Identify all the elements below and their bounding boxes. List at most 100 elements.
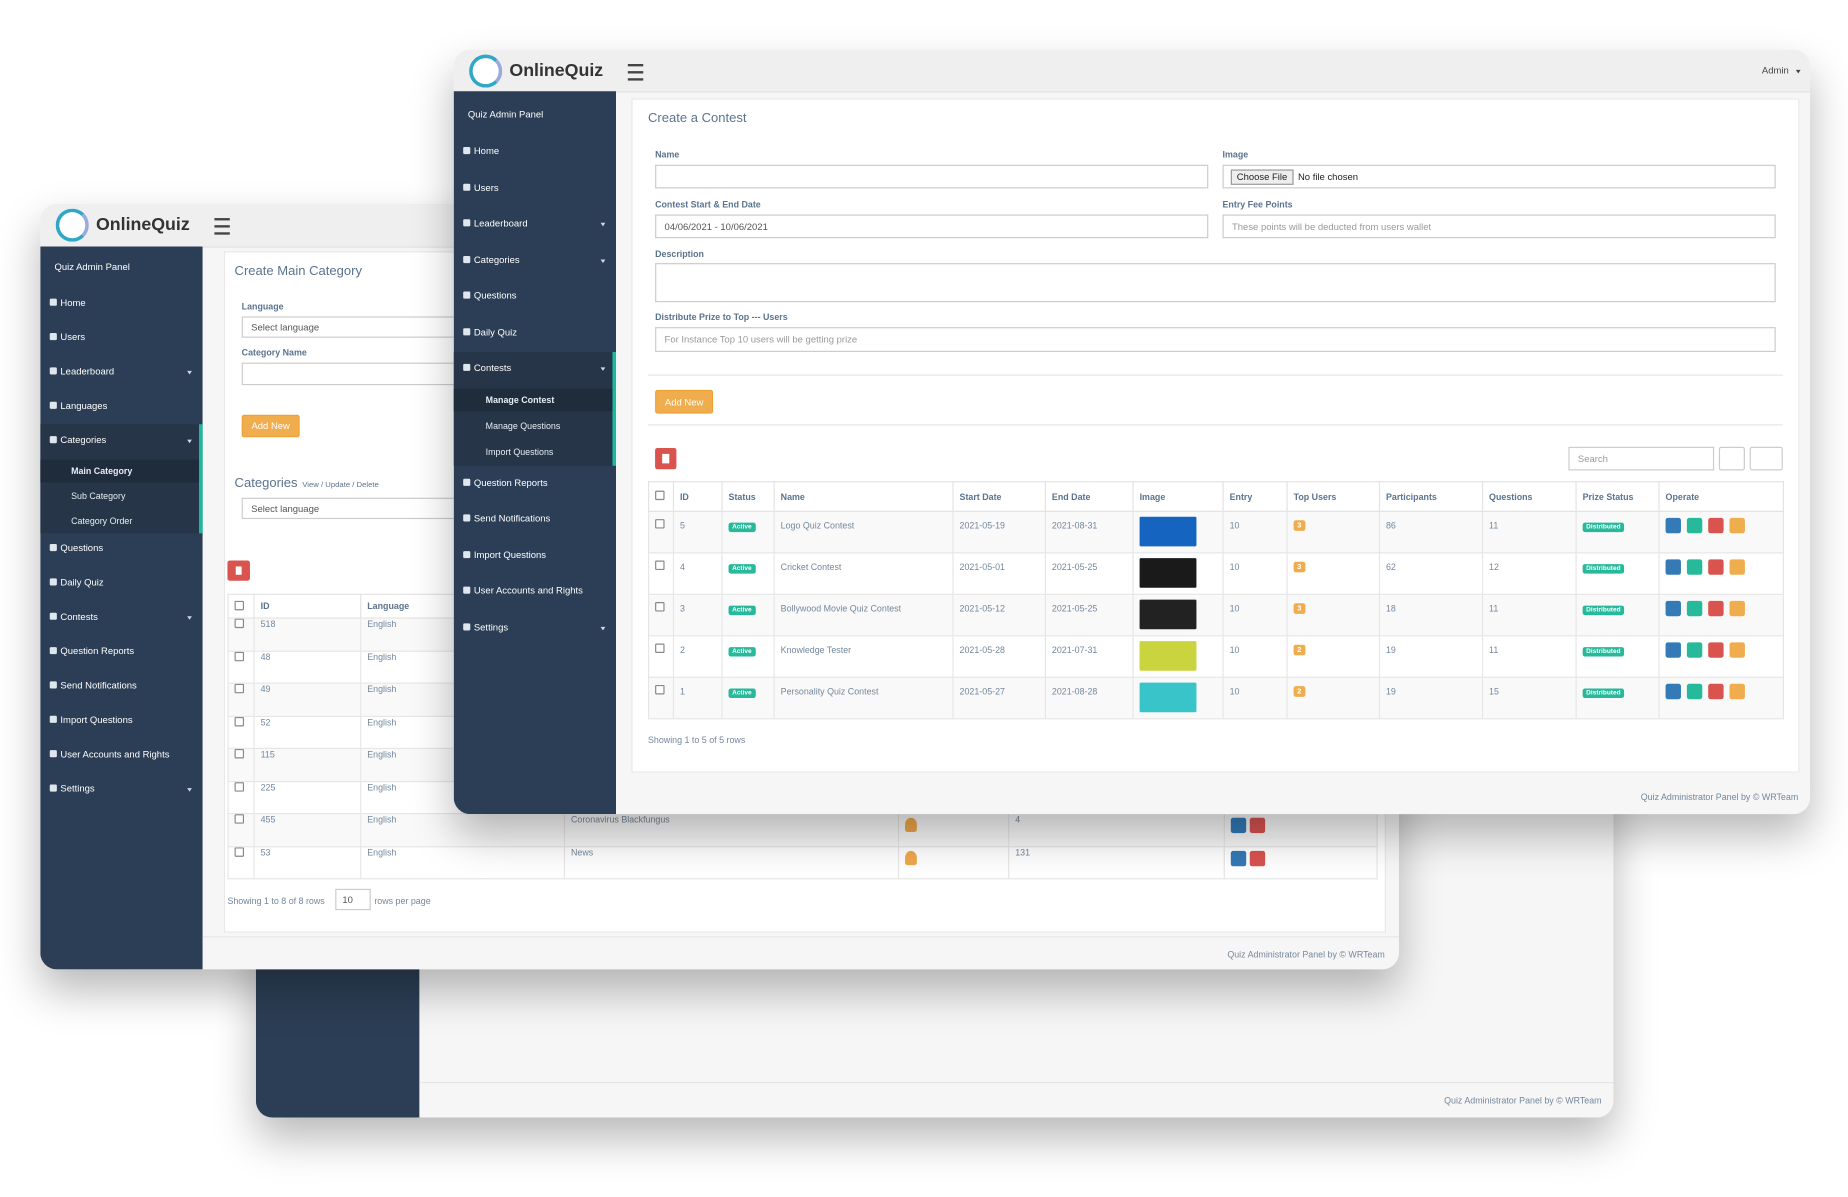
nav-item[interactable]: Questions bbox=[463, 290, 517, 302]
edit-button[interactable] bbox=[1230, 817, 1247, 834]
nav-item[interactable]: Daily Quiz bbox=[463, 326, 517, 338]
list-button[interactable] bbox=[1729, 517, 1745, 534]
nav-item[interactable]: Users bbox=[49, 332, 85, 344]
admin-menu[interactable]: Admin bbox=[1762, 65, 1789, 76]
search-input[interactable]: Search bbox=[1568, 446, 1715, 471]
questions-button[interactable] bbox=[1686, 559, 1703, 575]
questions-button[interactable] bbox=[1686, 517, 1703, 534]
nav-item[interactable]: Categories bbox=[463, 254, 520, 266]
delete-button[interactable] bbox=[1708, 683, 1724, 700]
page-size[interactable]: 10 bbox=[335, 888, 371, 911]
checkbox[interactable] bbox=[234, 847, 245, 857]
nav-label: Categories bbox=[473, 254, 520, 265]
cell: Logo Quiz Contest bbox=[773, 510, 954, 554]
checkbox[interactable] bbox=[655, 560, 665, 571]
checkbox[interactable] bbox=[234, 651, 245, 661]
delete-button[interactable] bbox=[227, 560, 250, 581]
checkbox[interactable] bbox=[234, 814, 245, 824]
checkbox[interactable] bbox=[234, 600, 245, 610]
delete-button[interactable] bbox=[1249, 817, 1266, 834]
checkbox[interactable] bbox=[655, 684, 665, 695]
cell: 62 bbox=[1378, 552, 1484, 595]
description-input[interactable] bbox=[655, 263, 1776, 303]
subnav-item[interactable]: Main Category bbox=[71, 466, 132, 478]
nav-item[interactable]: Home bbox=[49, 297, 86, 309]
name-input[interactable] bbox=[655, 164, 1209, 189]
nav-item[interactable]: Question Reports bbox=[463, 477, 548, 489]
nav-item[interactable]: Settings bbox=[49, 783, 95, 795]
nav-item[interactable]: Users bbox=[463, 182, 499, 194]
questions-button[interactable] bbox=[1686, 642, 1703, 658]
checkbox[interactable] bbox=[234, 684, 245, 694]
checkbox[interactable] bbox=[655, 643, 665, 653]
subnav-item[interactable]: Manage Contest bbox=[486, 395, 555, 407]
nav-item[interactable]: Send Notifications bbox=[463, 513, 550, 525]
row-select bbox=[227, 812, 255, 847]
menu-toggle[interactable] bbox=[214, 218, 230, 235]
nav-label: Home bbox=[60, 297, 86, 309]
nav-item[interactable]: Languages bbox=[49, 401, 107, 413]
refresh-button[interactable] bbox=[1718, 446, 1745, 471]
file-input[interactable]: Choose File No file chosen bbox=[1222, 164, 1776, 189]
list-button[interactable] bbox=[1729, 642, 1745, 658]
top-users-badge: 3 bbox=[1293, 561, 1305, 573]
nav-item[interactable]: Question Reports bbox=[49, 645, 135, 658]
delete-button[interactable] bbox=[1708, 600, 1724, 617]
edit-button[interactable] bbox=[1665, 600, 1681, 617]
edit-button[interactable] bbox=[1665, 517, 1681, 534]
delete-button[interactable] bbox=[655, 447, 677, 470]
subnav-item[interactable]: Sub Category bbox=[71, 491, 125, 503]
checkbox[interactable] bbox=[234, 782, 245, 792]
nav-item[interactable]: Import Questions bbox=[49, 715, 133, 727]
nav-item[interactable]: Send Notifications bbox=[49, 680, 137, 692]
add-button[interactable]: Add New bbox=[241, 414, 300, 438]
checkbox[interactable] bbox=[655, 519, 665, 529]
edit-button[interactable] bbox=[1665, 559, 1681, 575]
nav-item[interactable]: Categories bbox=[49, 435, 106, 447]
cell: English bbox=[360, 845, 566, 880]
delete-button[interactable] bbox=[1249, 850, 1266, 866]
columns-button[interactable] bbox=[1749, 446, 1783, 471]
nav-item[interactable]: Import Questions bbox=[463, 549, 546, 561]
nav-item[interactable]: Home bbox=[463, 146, 499, 158]
nav-label: Question Reports bbox=[60, 645, 135, 657]
questions-button[interactable] bbox=[1686, 600, 1703, 617]
date-input[interactable]: 04/06/2021 - 10/06/2021 bbox=[655, 214, 1209, 239]
nav-item[interactable]: Contests bbox=[463, 363, 511, 375]
nav-item[interactable]: User Accounts and Rights bbox=[463, 585, 583, 597]
delete-button[interactable] bbox=[1708, 517, 1724, 534]
nav-item[interactable]: Daily Quiz bbox=[49, 577, 104, 589]
entry-input[interactable]: These points will be deducted from users… bbox=[1222, 214, 1776, 239]
nav-item[interactable]: User Accounts and Rights bbox=[49, 749, 169, 761]
nav-item[interactable]: Settings bbox=[463, 622, 508, 634]
checkbox[interactable] bbox=[234, 716, 245, 726]
menu-toggle[interactable] bbox=[627, 63, 644, 80]
checkbox[interactable] bbox=[655, 490, 665, 501]
list-button[interactable] bbox=[1729, 600, 1745, 617]
nav-item[interactable]: Questions bbox=[49, 543, 103, 555]
edit-button[interactable] bbox=[1665, 683, 1681, 700]
contest-thumbnail bbox=[1139, 558, 1197, 588]
subnav-item[interactable]: Manage Questions bbox=[486, 421, 561, 433]
list-button[interactable] bbox=[1729, 683, 1745, 700]
nav-item[interactable]: Leaderboard bbox=[49, 366, 114, 378]
nav-item[interactable]: Contests bbox=[49, 612, 98, 624]
nav-item[interactable]: Leaderboard bbox=[463, 218, 528, 230]
subnav-item[interactable]: Import Questions bbox=[486, 447, 554, 459]
add-button[interactable]: Add New bbox=[655, 389, 714, 414]
edit-button[interactable] bbox=[1665, 642, 1681, 658]
checkbox[interactable] bbox=[234, 749, 245, 759]
subnav-item[interactable]: Category Order bbox=[71, 516, 132, 528]
delete-button[interactable] bbox=[1708, 559, 1724, 575]
column-header: Top Users bbox=[1286, 481, 1381, 512]
edit-button[interactable] bbox=[1230, 850, 1247, 866]
operate-cell bbox=[1658, 593, 1785, 637]
questions-button[interactable] bbox=[1686, 683, 1703, 700]
checkbox[interactable] bbox=[655, 602, 665, 612]
delete-button[interactable] bbox=[1708, 642, 1724, 658]
select-all bbox=[227, 593, 255, 619]
checkbox[interactable] bbox=[234, 619, 245, 629]
list-button[interactable] bbox=[1729, 559, 1745, 575]
prize-input[interactable]: For Instance Top 10 users will be gettin… bbox=[655, 327, 1776, 352]
file-button[interactable]: Choose File bbox=[1230, 168, 1294, 185]
